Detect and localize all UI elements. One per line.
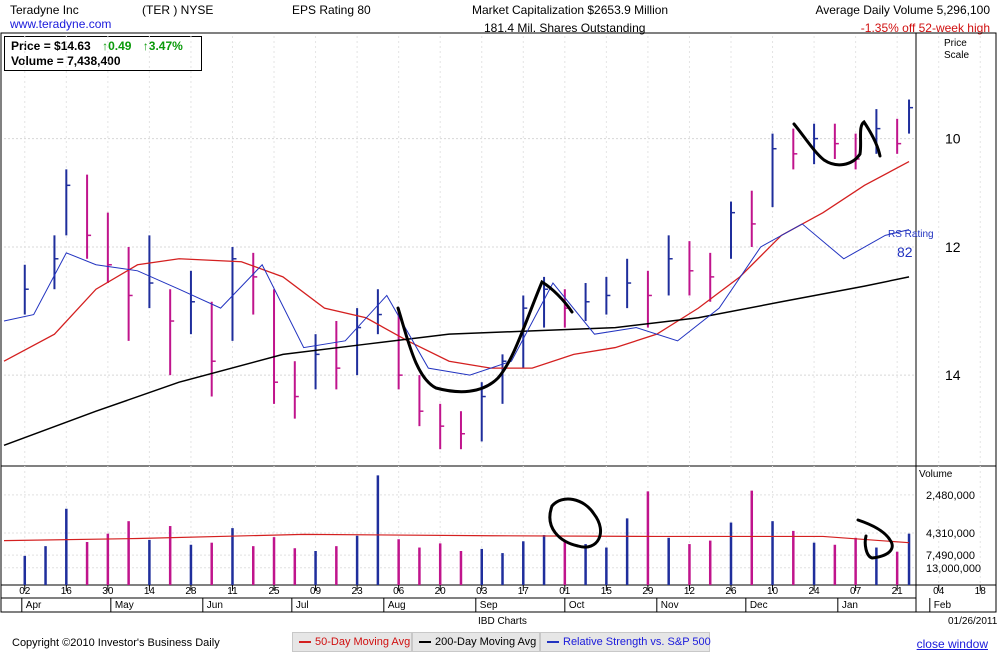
day-tick-label: 28 — [185, 586, 197, 597]
day-tick-label: 16 — [61, 586, 73, 597]
day-tick-label: 10 — [767, 586, 779, 597]
ma200-line — [3, 276, 910, 447]
month-tick-label: Sep — [480, 600, 498, 611]
volume-bars — [3, 475, 911, 585]
month-tick-label: Jun — [207, 600, 223, 611]
legend-50-swatch — [299, 641, 311, 644]
day-tick-label: 18 — [975, 586, 987, 597]
volume-tick-label: 2,480,000 — [926, 490, 975, 502]
day-tick-label: 12 — [684, 586, 696, 597]
day-tick-label: 04 — [933, 586, 945, 597]
volume-tick-label: 7,490,000 — [926, 550, 975, 562]
month-tick-label: Jul — [296, 600, 309, 611]
day-tick-label: 21 — [892, 586, 904, 597]
legend-200-swatch — [419, 641, 431, 644]
chart-lines — [3, 160, 910, 447]
chart-grid — [4, 36, 981, 585]
legend-rs-label: Relative Strength vs. S&P 500 — [563, 636, 711, 648]
legend-rs-swatch — [547, 641, 559, 644]
price-change: ↑0.49 — [102, 39, 132, 53]
legend-200-day: 200-Day Moving Avg — [412, 632, 540, 652]
volume-value: Volume = 7,438,400 — [11, 54, 121, 68]
ticker-label: (TER ) NYSE — [142, 3, 214, 17]
price-tick-label: 14 — [945, 367, 961, 383]
price-tick-label: 10 — [945, 131, 961, 147]
day-tick-label: 26 — [725, 586, 737, 597]
company-name: Teradyne Inc — [10, 3, 79, 17]
day-tick-label: 07 — [850, 586, 862, 597]
price-info-box: Price = $14.63 ↑0.49 ↑3.47% Volume = 7,4… — [4, 36, 202, 71]
day-tick-label: 02 — [19, 586, 31, 597]
month-tick-label: Dec — [750, 600, 768, 611]
outer-frame — [0, 32, 997, 613]
legend-rs: Relative Strength vs. S&P 500 — [540, 632, 711, 652]
price-bars — [23, 99, 914, 450]
rs-rating-label: RS Rating — [888, 229, 934, 240]
rs-rating-value: 82 — [897, 244, 913, 260]
day-tick-label: 20 — [435, 586, 447, 597]
day-tick-label: 09 — [310, 586, 322, 597]
month-tick-label: Feb — [934, 600, 952, 611]
avg-daily-volume: Average Daily Volume 5,296,100 — [815, 3, 990, 17]
price-value: Price = $14.63 — [11, 39, 91, 53]
day-tick-label: 06 — [393, 586, 405, 597]
legend-50-day: 50-Day Moving Avg — [292, 632, 412, 652]
day-tick-label: 29 — [642, 586, 654, 597]
day-tick-label: 17 — [518, 586, 530, 597]
off-high-label: -1.35% off 52-week high — [860, 21, 990, 35]
day-tick-label: 30 — [102, 586, 114, 597]
annotation-stroke — [856, 518, 894, 560]
chart-date-label: 01/26/2011 — [948, 616, 998, 627]
copyright-text: Copyright ©2010 Investor's Business Dail… — [12, 637, 220, 649]
eps-rating: EPS Rating 80 — [292, 3, 371, 17]
volume-tick-label: 13,000,000 — [926, 563, 981, 575]
annotation-stroke — [396, 279, 574, 394]
volume-tick-label: 4,310,000 — [926, 528, 975, 540]
month-tick-label: Nov — [661, 600, 679, 611]
month-tick-label: May — [115, 600, 134, 611]
day-tick-label: 01 — [559, 586, 571, 597]
legend-50-label: 50-Day Moving Avg — [315, 636, 411, 648]
price-scale-title-2: Scale — [944, 50, 969, 61]
month-tick-label: Apr — [26, 600, 42, 611]
market-cap: Market Capitalization $2653.9 Million — [472, 3, 669, 17]
month-tick-label: Aug — [388, 600, 406, 611]
ibd-charts-label: IBD Charts — [478, 616, 527, 627]
hand-drawn-annotations — [396, 119, 894, 560]
ma50-line — [3, 160, 910, 369]
chart-frame — [0, 32, 997, 613]
rs-line — [3, 223, 910, 376]
day-tick-label: 14 — [144, 586, 156, 597]
annotation-stroke — [792, 119, 882, 167]
close-window-link[interactable]: close window — [916, 637, 988, 651]
day-tick-label: 03 — [476, 586, 488, 597]
price-tick-label: 12 — [945, 239, 961, 255]
day-tick-label: 23 — [352, 586, 364, 597]
volume-moving-average — [3, 533, 910, 544]
month-tick-label: Oct — [569, 600, 585, 611]
day-tick-label: 25 — [268, 586, 280, 597]
day-tick-label: 15 — [601, 586, 613, 597]
day-tick-label: 11 — [227, 586, 238, 597]
month-tick-label: Jan — [842, 600, 858, 611]
day-tick-label: 24 — [809, 586, 821, 597]
price-change-pct: ↑3.47% — [142, 39, 183, 53]
volume-title: Volume — [919, 469, 953, 480]
company-url-link[interactable]: www.teradyne.com — [10, 17, 112, 31]
legend-200-label: 200-Day Moving Avg — [435, 636, 537, 648]
shares-outstanding: 181.4 Mil. Shares Outstanding — [484, 21, 646, 35]
annotation-stroke — [548, 497, 603, 549]
price-scale-title: Price — [944, 38, 967, 49]
